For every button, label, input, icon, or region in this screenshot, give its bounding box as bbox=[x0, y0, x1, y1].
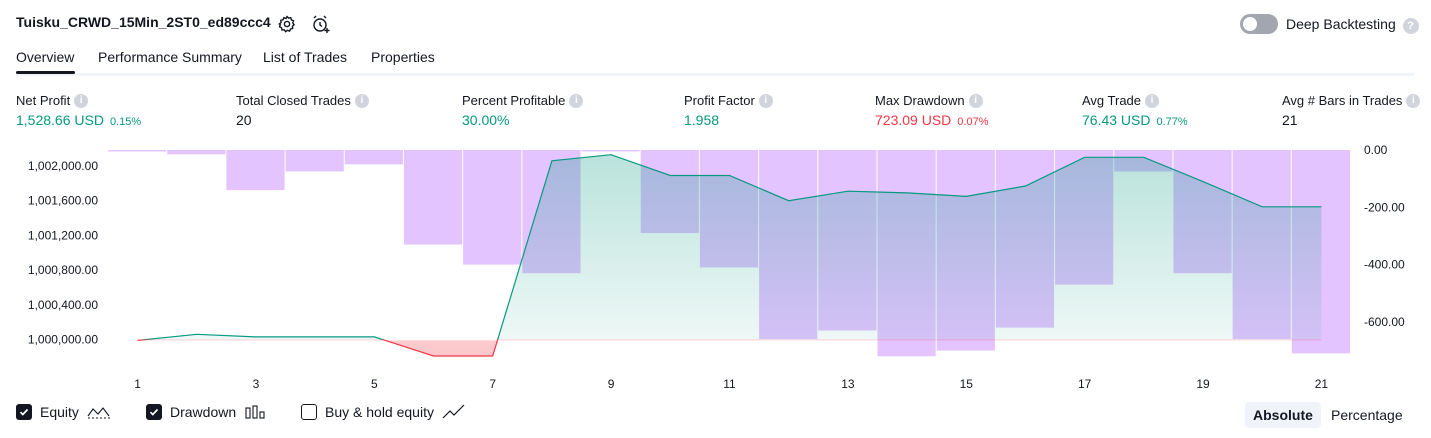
info-icon[interactable]: i bbox=[74, 93, 89, 108]
legend-label: Buy & hold equity bbox=[325, 404, 434, 420]
right-axis-tick-label: 0.00 bbox=[1364, 143, 1388, 157]
drawdown-bar bbox=[167, 150, 226, 155]
drawdown-bar bbox=[108, 150, 167, 152]
x-axis-tick-label: 15 bbox=[960, 377, 974, 391]
right-axis-tick-label: -400.00 bbox=[1364, 258, 1405, 272]
active-tab-indicator bbox=[16, 71, 75, 74]
metric-total-closed-trades: Total Closed Trades i 20 bbox=[236, 93, 369, 128]
equity-drawdown-chart[interactable]: 1,000,000.00 1,000,400.00 1,000,800.00 1,00… bbox=[0, 0, 1431, 400]
x-axis-tick-label: 5 bbox=[371, 377, 378, 391]
x-axis-tick-label: 13 bbox=[841, 377, 855, 391]
metric-label: Avg Trade bbox=[1082, 93, 1142, 108]
x-axis-tick-label: 21 bbox=[1315, 377, 1329, 391]
metric-value: 30.00% bbox=[462, 112, 510, 128]
left-axis-tick-label: 1,000,400.00 bbox=[28, 298, 98, 312]
equity-line-icon bbox=[87, 407, 110, 419]
absolute-button[interactable]: Absolute bbox=[1245, 402, 1321, 428]
left-axis-tick-label: 1,000,800.00 bbox=[28, 263, 98, 277]
metric-label: Max Drawdown bbox=[875, 93, 965, 108]
legend-buy-hold-equity[interactable]: Buy & hold equity bbox=[301, 404, 466, 420]
buy-hold-checkbox[interactable] bbox=[301, 404, 317, 420]
left-axis-tick-label: 1,000,000.00 bbox=[28, 333, 98, 347]
x-axis-tick-label: 7 bbox=[489, 377, 496, 391]
help-icon[interactable]: ? bbox=[1402, 18, 1419, 34]
tab-performance-summary[interactable]: Performance Summary bbox=[98, 49, 242, 65]
metric-net-profit: Net Profit i 1,528.66 USD 0.15% bbox=[16, 93, 141, 128]
x-axis-tick-label: 11 bbox=[723, 377, 736, 391]
tab-divider bbox=[16, 73, 1415, 76]
settings-gear-icon[interactable] bbox=[276, 13, 298, 35]
legend-drawdown[interactable]: Drawdown bbox=[146, 404, 266, 420]
drawdown-bar bbox=[285, 150, 344, 172]
tab-overview[interactable]: Overview bbox=[16, 49, 75, 65]
right-axis-tick-label: -600.00 bbox=[1364, 315, 1405, 329]
drawdown-bar bbox=[344, 150, 403, 165]
metric-percent: 0.77% bbox=[1156, 116, 1188, 128]
metric-value: 21 bbox=[1282, 112, 1298, 128]
drawdown-bar bbox=[463, 150, 522, 265]
info-icon[interactable]: i bbox=[1406, 93, 1421, 108]
metric-value: 723.09 USD bbox=[875, 112, 952, 128]
strategy-title: Tuisku_CRWD_15Min_2ST0_ed89ccc4 bbox=[16, 14, 271, 30]
drawdown-bar bbox=[581, 150, 640, 152]
metric-value: 1,528.66 USD bbox=[16, 112, 104, 128]
drawdown-bar bbox=[403, 150, 463, 245]
equity-area bbox=[146, 154, 1322, 340]
metric-label: Profit Factor bbox=[684, 93, 755, 108]
drawdown-bar bbox=[226, 150, 285, 191]
metric-label: Avg # Bars in Trades bbox=[1282, 93, 1403, 108]
left-axis-tick-label: 1,001,600.00 bbox=[28, 194, 98, 208]
info-icon[interactable]: i bbox=[569, 93, 584, 108]
tab-list-of-trades[interactable]: List of Trades bbox=[263, 49, 348, 65]
deep-backtesting-text: Deep Backtesting bbox=[1286, 16, 1396, 32]
legend-label: Drawdown bbox=[170, 404, 237, 420]
left-axis-tick-label: 1,001,200.00 bbox=[28, 228, 98, 242]
deep-backtesting-toggle[interactable] bbox=[1240, 14, 1278, 34]
metric-label: Net Profit bbox=[16, 93, 71, 108]
right-axis-tick-label: -200.00 bbox=[1364, 200, 1405, 214]
x-axis-tick-label: 17 bbox=[1078, 377, 1092, 391]
x-axis-tick-label: 3 bbox=[253, 377, 260, 391]
metric-percent-profitable: Percent Profitable i 30.00% bbox=[462, 93, 584, 128]
metric-label: Percent Profitable bbox=[462, 93, 566, 108]
metric-max-drawdown: Max Drawdown i 723.09 USD 0.07% bbox=[875, 93, 988, 128]
add-alert-clock-icon[interactable] bbox=[310, 13, 332, 35]
metric-value: 1.958 bbox=[684, 112, 720, 128]
info-icon[interactable]: i bbox=[758, 93, 773, 108]
legend-label: Equity bbox=[40, 404, 79, 420]
x-axis-tick-label: 1 bbox=[134, 377, 141, 391]
metric-value: 76.43 USD bbox=[1082, 112, 1151, 128]
metric-value: 20 bbox=[236, 112, 252, 128]
left-axis-tick-label: 1,002,000.00 bbox=[28, 159, 98, 173]
drawdown-checkbox[interactable] bbox=[146, 404, 162, 420]
metric-profit-factor: Profit Factor i 1.958 bbox=[684, 93, 773, 128]
x-axis-tick-label: 9 bbox=[608, 377, 615, 391]
metric-percent: 0.07% bbox=[957, 116, 989, 128]
info-icon[interactable]: i bbox=[1145, 93, 1160, 108]
equity-checkbox[interactable] bbox=[16, 404, 32, 420]
metric-percent: 0.15% bbox=[109, 116, 142, 128]
metric-label: Total Closed Trades bbox=[236, 93, 351, 108]
equity-loss-area bbox=[137, 339, 1322, 356]
metric-avg-trade: Avg Trade i 76.43 USD 0.77% bbox=[1082, 93, 1188, 128]
deep-backtesting-label: Deep Backtesting ? bbox=[1286, 16, 1419, 34]
info-icon[interactable]: i bbox=[354, 93, 369, 108]
info-icon[interactable]: i bbox=[968, 93, 983, 108]
toggle-knob bbox=[1243, 17, 1257, 31]
percentage-button[interactable]: Percentage bbox=[1331, 407, 1403, 423]
x-axis-tick-label: 19 bbox=[1196, 377, 1210, 391]
drawdown-bars-icon bbox=[245, 405, 265, 419]
equity-line bbox=[140, 154, 1322, 340]
metric-avg-bars-in-trades: Avg # Bars in Trades i 21 bbox=[1282, 93, 1421, 128]
tab-properties[interactable]: Properties bbox=[371, 49, 435, 65]
buy-hold-line-icon bbox=[442, 404, 465, 419]
legend-equity[interactable]: Equity bbox=[16, 404, 111, 420]
